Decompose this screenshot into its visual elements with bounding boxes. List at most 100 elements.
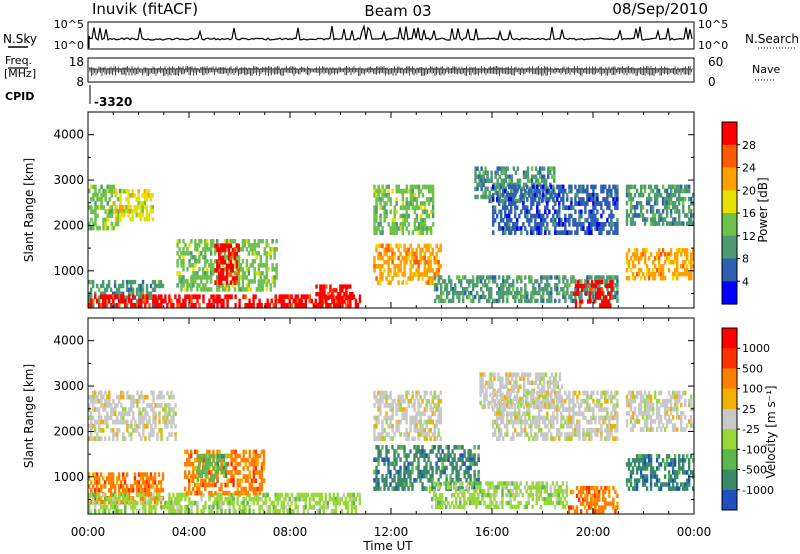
data-cell xyxy=(417,473,420,479)
data-cell xyxy=(441,279,445,284)
data-cell xyxy=(156,302,159,308)
data-cell xyxy=(210,477,214,482)
data-cell xyxy=(500,290,503,296)
data-cell xyxy=(183,461,187,467)
data-cell xyxy=(260,470,264,475)
data-cell xyxy=(282,509,285,514)
data-cell xyxy=(242,496,245,502)
data-cell xyxy=(514,230,517,235)
data-cell xyxy=(331,295,334,301)
data-cell xyxy=(504,283,507,288)
data-cell xyxy=(403,415,406,421)
data-cell xyxy=(98,407,101,412)
data-cell xyxy=(320,504,323,510)
data-cell xyxy=(161,488,165,493)
data-region xyxy=(315,284,354,308)
data-cell xyxy=(678,209,681,214)
data-cell xyxy=(256,486,260,492)
data-cell xyxy=(96,205,99,210)
data-cell xyxy=(92,436,95,441)
data-cell xyxy=(653,221,657,226)
data-cell xyxy=(134,419,137,425)
data-cell xyxy=(387,415,390,421)
data-cell xyxy=(151,209,154,214)
data-cell xyxy=(206,247,209,252)
data-cell xyxy=(610,209,613,215)
data-cell xyxy=(114,500,117,506)
data-cell xyxy=(459,486,462,491)
data-cell xyxy=(135,484,139,489)
data-cell xyxy=(399,264,402,269)
data-cell xyxy=(192,279,195,284)
data-cell xyxy=(504,230,507,235)
data-cell xyxy=(580,283,584,289)
data-cell xyxy=(397,445,400,450)
data-cell xyxy=(520,290,523,296)
data-cell xyxy=(482,283,485,288)
data-cell xyxy=(224,259,227,265)
data-cell xyxy=(146,500,149,506)
data-cell xyxy=(284,504,287,510)
data-cell xyxy=(144,302,147,308)
data-cell xyxy=(164,294,167,300)
data-cell xyxy=(520,209,523,215)
data-cell xyxy=(532,174,536,179)
data-cell xyxy=(112,398,115,404)
data-cell xyxy=(667,192,671,198)
data-cell xyxy=(218,243,221,248)
data-cell xyxy=(120,394,123,400)
data-cell xyxy=(375,423,378,429)
data-cell xyxy=(614,226,617,231)
data-cell xyxy=(210,243,213,248)
data-cell xyxy=(437,268,440,273)
data-cell xyxy=(182,247,185,252)
data-cell xyxy=(149,193,152,198)
data-cell xyxy=(550,290,553,296)
data-cell xyxy=(216,279,219,284)
data-cell xyxy=(141,496,145,501)
data-cell xyxy=(589,295,592,300)
data-cell xyxy=(96,480,99,485)
data-cell xyxy=(118,509,121,514)
data-cell xyxy=(653,184,657,190)
data-cell xyxy=(212,449,215,455)
data-cell xyxy=(439,298,443,304)
data-cell xyxy=(90,205,93,210)
data-cell xyxy=(98,488,101,493)
data-cell xyxy=(544,275,547,280)
data-cell xyxy=(188,486,191,492)
data-cell xyxy=(427,243,430,249)
data-cell xyxy=(399,478,402,483)
data-cell xyxy=(149,472,153,477)
data-cell xyxy=(139,287,143,292)
data-cell xyxy=(588,222,591,227)
data-cell xyxy=(259,239,262,244)
data-cell xyxy=(218,280,221,285)
data-cell xyxy=(208,454,212,459)
data-cell xyxy=(514,188,517,194)
data-cell xyxy=(433,298,437,304)
data-cell xyxy=(417,226,421,231)
data-cell xyxy=(214,259,217,264)
data-cell xyxy=(140,411,143,417)
data-cell xyxy=(164,504,167,510)
data-cell xyxy=(556,184,559,190)
data-cell xyxy=(401,478,404,483)
data-cell xyxy=(435,251,438,257)
data-cell xyxy=(538,230,541,235)
data-cell xyxy=(411,264,414,269)
data-cell xyxy=(252,478,255,483)
data-cell xyxy=(125,197,128,202)
data-cell xyxy=(592,290,595,296)
data-cell xyxy=(393,272,396,277)
data-cell xyxy=(425,247,428,253)
data-cell xyxy=(562,275,565,280)
data-cell xyxy=(450,298,453,304)
data-cell xyxy=(600,205,603,211)
data-cell xyxy=(110,302,113,308)
data-cell xyxy=(105,287,109,292)
data-cell xyxy=(526,178,530,183)
data-cell xyxy=(176,259,179,264)
data-cell xyxy=(98,480,101,485)
data-cell xyxy=(653,264,657,269)
